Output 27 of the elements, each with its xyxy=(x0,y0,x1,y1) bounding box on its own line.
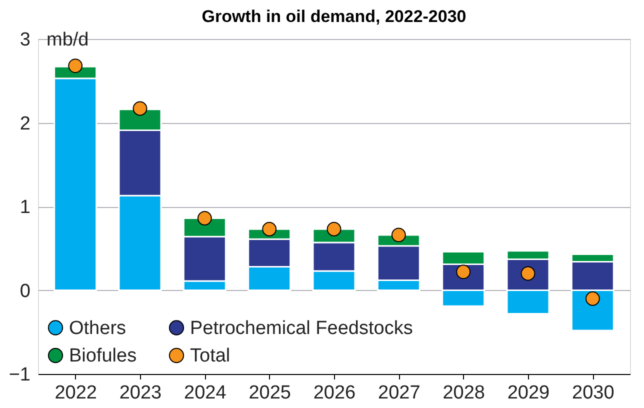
x-tick-label: 2029 xyxy=(507,382,550,404)
y-tick-label: 0 xyxy=(20,280,30,302)
y-tick-label: 2 xyxy=(20,113,30,134)
y-tick-label: −1 xyxy=(8,364,30,386)
x-tick-label: 2025 xyxy=(248,382,291,404)
x-tick-label: 2026 xyxy=(313,382,356,404)
x-tick-label: 2027 xyxy=(378,382,420,404)
y-tick-label: 3 xyxy=(20,30,30,50)
y-axis-title: mb/d xyxy=(46,30,89,50)
y-tick-label: 1 xyxy=(20,197,30,218)
point xyxy=(132,101,148,116)
point xyxy=(585,291,600,306)
legend-label: Petrochemical Feedstocks xyxy=(190,318,413,339)
x-tick-label: 2024 xyxy=(184,382,227,404)
x-tick-label: 2022 xyxy=(54,382,97,404)
point xyxy=(68,58,83,73)
point xyxy=(391,228,406,242)
x-tick-label: 2028 xyxy=(442,382,485,404)
x-tick-label: 2023 xyxy=(119,382,162,404)
point xyxy=(262,222,277,236)
point xyxy=(326,222,342,236)
x-tick-label: 2030 xyxy=(572,382,614,404)
point xyxy=(197,211,212,226)
chart-title: Growth in oil demand, 2022-2030 xyxy=(202,7,466,26)
legend-label: Biofules xyxy=(69,346,137,366)
legend-label: Total xyxy=(190,346,230,366)
legend-label: Others xyxy=(69,318,126,339)
